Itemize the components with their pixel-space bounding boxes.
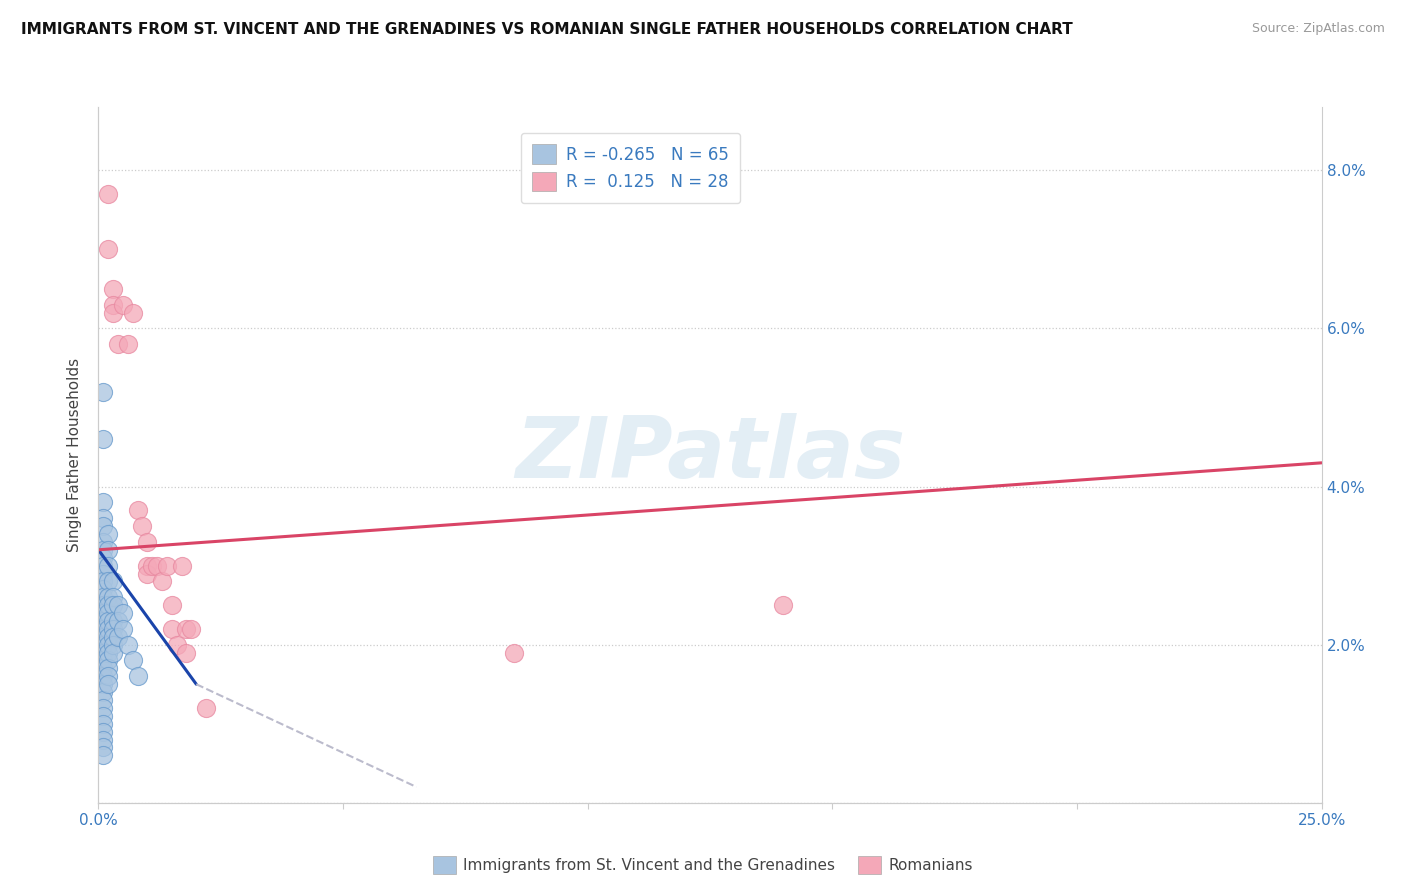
Point	[91, 653, 114, 667]
Point	[101, 598, 124, 612]
Point	[97, 630, 120, 644]
Point	[91, 732, 114, 747]
Point	[180, 622, 202, 636]
Point	[91, 724, 114, 739]
Point	[91, 606, 114, 620]
Point	[91, 708, 114, 723]
Point	[121, 305, 143, 319]
Point	[101, 298, 124, 312]
Point	[91, 646, 114, 660]
Point	[97, 646, 120, 660]
Point	[91, 748, 114, 763]
Point	[107, 337, 129, 351]
Point	[91, 669, 114, 683]
Point	[101, 282, 124, 296]
Point	[91, 614, 114, 628]
Text: Source: ZipAtlas.com: Source: ZipAtlas.com	[1251, 22, 1385, 36]
Point	[131, 519, 153, 533]
Point	[136, 566, 159, 581]
Point	[117, 638, 139, 652]
Point	[97, 622, 120, 636]
Point	[101, 622, 124, 636]
Point	[111, 606, 134, 620]
Point	[195, 701, 218, 715]
Point	[91, 740, 114, 755]
Point	[107, 614, 129, 628]
Legend: R = -0.265   N = 65, R =  0.125   N = 28: R = -0.265 N = 65, R = 0.125 N = 28	[520, 133, 741, 203]
Point	[91, 534, 114, 549]
Point	[91, 716, 114, 731]
Point	[91, 622, 114, 636]
Point	[176, 622, 198, 636]
Point	[136, 534, 159, 549]
Point	[97, 614, 120, 628]
Point	[91, 566, 114, 581]
Point	[97, 661, 120, 675]
Point	[117, 337, 139, 351]
Point	[97, 677, 120, 691]
Point	[503, 646, 526, 660]
Point	[91, 693, 114, 707]
Point	[91, 630, 114, 644]
Point	[91, 677, 114, 691]
Text: ZIPatlas: ZIPatlas	[515, 413, 905, 497]
Point	[91, 511, 114, 525]
Point	[97, 606, 120, 620]
Legend: Immigrants from St. Vincent and the Grenadines, Romanians: Immigrants from St. Vincent and the Gren…	[426, 850, 980, 880]
Point	[156, 558, 179, 573]
Point	[176, 646, 198, 660]
Point	[772, 598, 794, 612]
Point	[97, 542, 120, 557]
Point	[91, 384, 114, 399]
Point	[101, 305, 124, 319]
Point	[107, 630, 129, 644]
Point	[166, 638, 188, 652]
Point	[97, 527, 120, 541]
Point	[136, 558, 159, 573]
Point	[91, 591, 114, 605]
Point	[91, 495, 114, 509]
Point	[146, 558, 169, 573]
Point	[101, 591, 124, 605]
Point	[160, 598, 183, 612]
Point	[97, 574, 120, 589]
Point	[97, 186, 120, 201]
Point	[127, 503, 149, 517]
Point	[111, 298, 134, 312]
Point	[91, 661, 114, 675]
Point	[97, 669, 120, 683]
Point	[91, 574, 114, 589]
Point	[111, 622, 134, 636]
Point	[91, 582, 114, 597]
Point	[91, 685, 114, 699]
Point	[91, 550, 114, 565]
Point	[101, 638, 124, 652]
Point	[97, 591, 120, 605]
Text: IMMIGRANTS FROM ST. VINCENT AND THE GRENADINES VS ROMANIAN SINGLE FATHER HOUSEHO: IMMIGRANTS FROM ST. VINCENT AND THE GREN…	[21, 22, 1073, 37]
Point	[101, 614, 124, 628]
Point	[170, 558, 193, 573]
Point	[91, 432, 114, 446]
Point	[101, 646, 124, 660]
Point	[160, 622, 183, 636]
Point	[141, 558, 163, 573]
Point	[127, 669, 149, 683]
Point	[91, 542, 114, 557]
Point	[97, 653, 120, 667]
Y-axis label: Single Father Households: Single Father Households	[67, 358, 83, 552]
Point	[91, 598, 114, 612]
Point	[91, 519, 114, 533]
Point	[97, 638, 120, 652]
Point	[97, 558, 120, 573]
Point	[97, 243, 120, 257]
Point	[150, 574, 173, 589]
Point	[91, 701, 114, 715]
Point	[91, 558, 114, 573]
Point	[101, 574, 124, 589]
Point	[97, 598, 120, 612]
Point	[101, 630, 124, 644]
Point	[91, 638, 114, 652]
Point	[107, 598, 129, 612]
Point	[121, 653, 143, 667]
